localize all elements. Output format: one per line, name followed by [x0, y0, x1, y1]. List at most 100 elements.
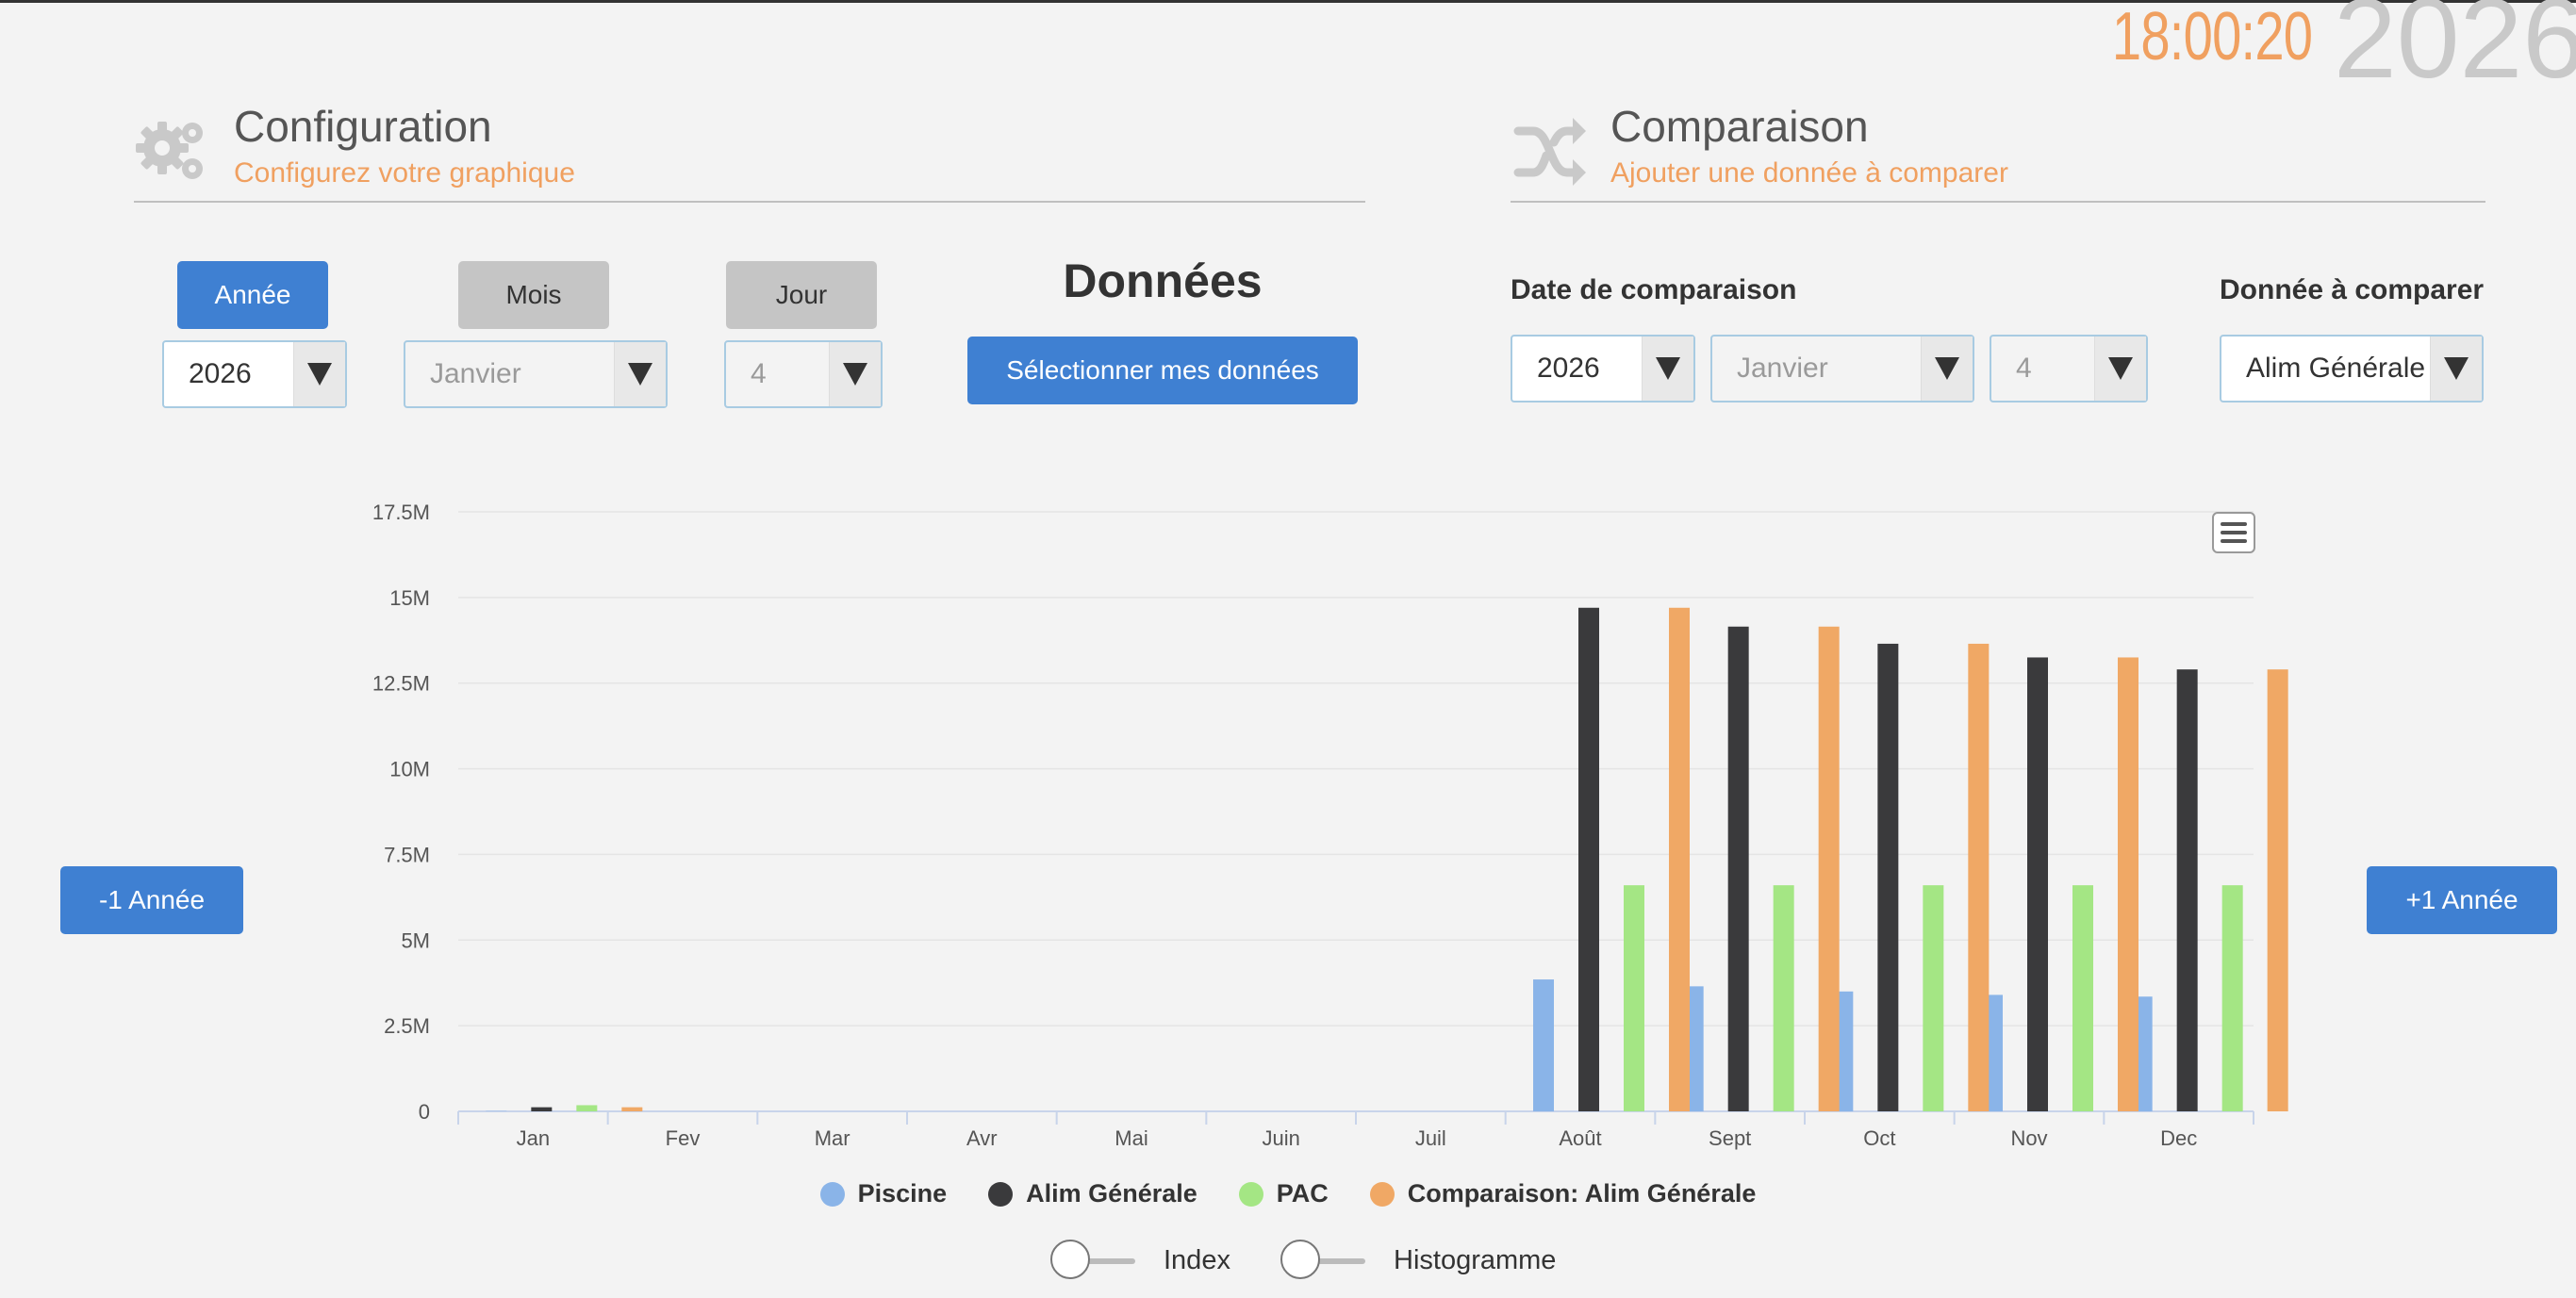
comparison-data-label: Donnée à comparer [2220, 274, 2484, 306]
data-heading: Données [967, 254, 1358, 308]
y-tick-label: 12.5M [372, 672, 430, 696]
bar-piscine-oct [1832, 992, 1853, 1111]
bar-alim-g-n-rale-nov [2027, 657, 2048, 1111]
legend-dot [1370, 1182, 1395, 1207]
x-tick-label: Dec [2160, 1126, 2197, 1150]
day-select[interactable]: 4 [724, 340, 883, 408]
bar-pac-dec [2222, 885, 2243, 1111]
x-tick-label: Oct [1863, 1126, 1895, 1150]
shuffle-icon [1512, 114, 1588, 189]
y-tick-label: 17.5M [372, 501, 430, 524]
x-tick-label: Sept [1709, 1126, 1751, 1150]
config-subtitle: Configurez votre graphique [234, 157, 575, 189]
comparison-year-value: 2026 [1512, 353, 1642, 385]
comparison-month-select[interactable]: Janvier [1710, 335, 1974, 403]
x-tick-label: Mai [1115, 1126, 1148, 1150]
bar-comparaison-alim-g-n-rale-août [1669, 608, 1690, 1111]
bar-pac-oct [1923, 885, 1943, 1111]
y-tick-label: 15M [389, 586, 430, 610]
year-select-value: 2026 [164, 358, 293, 390]
clock-year: 2026 [2334, 0, 2576, 95]
toggle-track [1060, 1258, 1135, 1264]
chart-menu-button[interactable] [2212, 512, 2255, 553]
x-tick-label: Nov [2010, 1126, 2047, 1150]
dropdown-arrow-icon [2430, 337, 2482, 401]
y-tick-label: 2.5M [384, 1014, 430, 1038]
dropdown-arrow-icon [829, 342, 881, 406]
dropdown-arrow-icon [1642, 337, 1693, 401]
x-tick-label: Juin [1262, 1126, 1299, 1150]
legend-dot [1239, 1182, 1263, 1207]
comparison-day-select[interactable]: 4 [1990, 335, 2148, 403]
legend-item-comparaison[interactable]: Comparaison: Alim Générale [1370, 1179, 1757, 1208]
x-tick-label: Avr [966, 1126, 998, 1150]
bar-pac-jan [576, 1105, 597, 1111]
bar-alim-g-n-rale-jan [531, 1108, 552, 1111]
legend-item-alim-generale[interactable]: Alim Générale [988, 1179, 1197, 1208]
tab-day[interactable]: Jour [726, 261, 877, 329]
bar-pac-août [1624, 885, 1644, 1111]
index-toggle[interactable]: Index [1060, 1245, 1230, 1276]
y-tick-label: 5M [401, 928, 430, 952]
legend-dot [988, 1182, 1013, 1207]
bar-piscine-sept [1683, 986, 1704, 1111]
legend-label: PAC [1277, 1179, 1329, 1208]
bar-chart: 0 2.5M 5M 7.5M 10M 12.5M 15M 17.5M Jan Fev Mar Avr M… [0, 3, 2576, 1298]
bar-comparaison-alim-g-n-rale-dec [2268, 669, 2288, 1111]
prev-year-button[interactable]: -1 Année [60, 866, 243, 934]
x-tick-label: Fev [666, 1126, 701, 1150]
menu-line [2221, 522, 2247, 526]
bar-piscine-nov [1982, 994, 2003, 1111]
toggle-knob[interactable] [1280, 1240, 1320, 1279]
x-tick-label: Mar [815, 1126, 850, 1150]
comparison-data-value: Alim Générale [2221, 353, 2430, 385]
menu-line [2221, 539, 2247, 543]
bar-pac-nov [2072, 885, 2093, 1111]
comparison-subtitle: Ajouter une donnée à comparer [1610, 157, 2008, 189]
x-tick-label: Août [1559, 1126, 1601, 1150]
dropdown-arrow-icon [614, 342, 666, 406]
dropdown-arrow-icon [1921, 337, 1973, 401]
month-select[interactable]: Janvier [404, 340, 668, 408]
comparison-month-value: Janvier [1712, 353, 1921, 385]
index-toggle-label: Index [1164, 1245, 1230, 1276]
bar-comparaison-alim-g-n-rale-jan [621, 1108, 642, 1111]
comparison-divider [1511, 201, 2485, 203]
dropdown-arrow-icon [293, 342, 345, 406]
bar-alim-g-n-rale-août [1578, 608, 1599, 1111]
clock-time: 18:00:20 [2112, 3, 2312, 71]
x-tick-label: Jan [517, 1126, 550, 1150]
tab-year[interactable]: Année [177, 261, 328, 329]
bar-piscine-dec [2132, 996, 2153, 1111]
histogram-toggle[interactable]: Histogramme [1290, 1245, 1556, 1276]
bar-alim-g-n-rale-oct [1877, 644, 1898, 1111]
legend-item-piscine[interactable]: Piscine [820, 1179, 948, 1208]
config-divider [134, 201, 1365, 203]
legend-dot [820, 1182, 845, 1207]
histogram-toggle-label: Histogramme [1394, 1245, 1556, 1276]
legend-label: Alim Générale [1026, 1179, 1197, 1208]
x-tick-label: Juil [1415, 1126, 1446, 1150]
comparison-title: Comparaison [1610, 101, 1869, 152]
month-select-value: Janvier [405, 358, 614, 390]
next-year-button[interactable]: +1 Année [2367, 866, 2557, 934]
bar-alim-g-n-rale-sept [1728, 627, 1749, 1111]
legend-item-pac[interactable]: PAC [1239, 1179, 1329, 1208]
comparison-data-select[interactable]: Alim Générale [2220, 335, 2484, 403]
y-tick-label: 10M [389, 758, 430, 781]
bar-comparaison-alim-g-n-rale-nov [2118, 657, 2138, 1111]
year-select[interactable]: 2026 [162, 340, 347, 408]
comparison-year-select[interactable]: 2026 [1511, 335, 1695, 403]
y-tick-label: 0 [419, 1100, 430, 1124]
toggle-knob[interactable] [1050, 1240, 1090, 1279]
legend-label: Piscine [858, 1179, 948, 1208]
y-tick-label: 7.5M [384, 843, 430, 866]
comparison-date-label: Date de comparaison [1511, 274, 1796, 306]
day-select-value: 4 [726, 358, 829, 390]
config-title: Configuration [234, 101, 492, 152]
dropdown-arrow-icon [2094, 337, 2146, 401]
tab-month[interactable]: Mois [458, 261, 609, 329]
select-data-button[interactable]: Sélectionner mes données [967, 337, 1358, 404]
chart-legend: Piscine Alim Générale PAC Comparaison: A… [0, 1179, 2576, 1208]
bar-comparaison-alim-g-n-rale-oct [1968, 644, 1989, 1111]
